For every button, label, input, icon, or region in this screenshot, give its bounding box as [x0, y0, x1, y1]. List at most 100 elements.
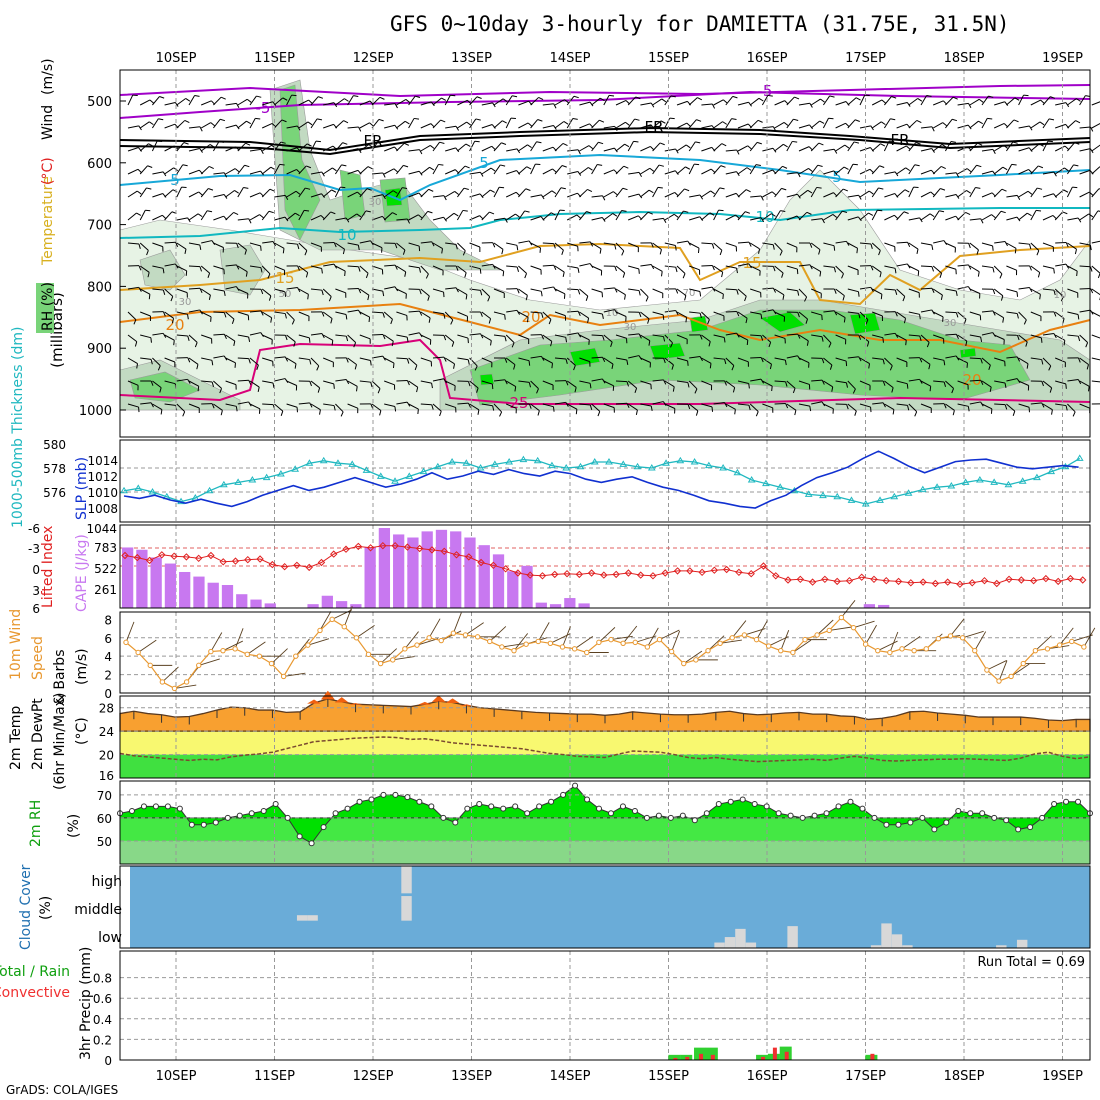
wind-barb-staff: [139, 143, 149, 152]
wind-barb-staff: [896, 263, 908, 267]
wind-barb-staff: [920, 169, 932, 175]
wind-barb-flag: [1074, 249, 1077, 255]
wind-barb-flag: [500, 164, 506, 167]
cape-tick-label: 522: [94, 562, 117, 576]
wind-barb-staff: [859, 334, 870, 343]
precip-legend-convective: Convective: [0, 985, 70, 1001]
wind-barb-staff: [1042, 265, 1054, 269]
cape-bar: [478, 545, 490, 608]
wind-barb-flag: [1085, 342, 1089, 348]
wind-barb-staff: [152, 193, 163, 198]
wind-barb-flag: [419, 149, 423, 155]
wind-barb-staff: [481, 189, 491, 198]
wind-barb-staff: [835, 166, 845, 175]
wind-barb-flag: [136, 190, 142, 195]
date-label-top: 16SEP: [747, 51, 788, 66]
wind-barb-flag: [926, 95, 932, 97]
wind-barb-flag: [868, 212, 874, 216]
wind-barb-staff: [1006, 216, 1018, 221]
wind-speed-point: [778, 647, 784, 654]
isotherm-label: 10: [755, 208, 774, 226]
wind-barb-flag: [284, 378, 289, 383]
wind-barb-flag: [645, 296, 649, 302]
wind-barb-flag: [806, 340, 809, 346]
wind-barb-staff: [591, 378, 603, 382]
wind-barb-staff: [554, 242, 564, 251]
thickness-point: [690, 458, 699, 465]
wind-speed-point: [753, 636, 760, 643]
wind-barb-staff: [810, 265, 821, 272]
wind-barb-staff: [591, 216, 603, 221]
wind-barb-staff: [469, 357, 478, 367]
wind-barb-staff: [493, 334, 505, 337]
wind-barb-staff: [384, 403, 396, 407]
wind-barb-staff: [603, 287, 615, 290]
wind-barb-staff: [323, 241, 335, 244]
date-label-top: 10SEP: [156, 51, 197, 66]
wind-barb-staff: [896, 311, 906, 319]
temperature-area: [119, 698, 1091, 732]
wind-barb-flag: [333, 405, 336, 411]
wind-barb-staff: [579, 380, 591, 384]
wind-barb-staff: [591, 403, 601, 412]
wind-barb-staff: [603, 95, 610, 106]
thickness-point: [1075, 454, 1084, 461]
wind-speed-point: [1069, 638, 1075, 645]
wind-barb-flag: [391, 341, 394, 347]
wind-barb-staff: [871, 187, 879, 198]
wind-barb-staff: [908, 164, 916, 175]
wind-barb-flag: [382, 312, 385, 318]
wind-barb-staff: [505, 334, 515, 344]
wind-barb-staff: [798, 311, 808, 320]
wind-barb-staff: [627, 118, 636, 129]
wind-barb-staff: [176, 120, 186, 129]
wind-barb-staff: [444, 95, 451, 106]
wind-barb-staff: [859, 357, 870, 364]
temperature-max-area: [417, 701, 432, 705]
wind-barb-staff: [518, 265, 527, 274]
wind-barb-staff: [445, 403, 456, 408]
wind-barb-staff: [640, 167, 651, 175]
thickness-point: [990, 478, 999, 485]
wind-speed-point: [208, 648, 214, 655]
wind-barb-staff: [1091, 188, 1100, 198]
wind-barb-flag: [1063, 340, 1066, 346]
wind-barb-staff: [249, 95, 257, 106]
wind-barb-staff: [225, 102, 237, 106]
wind-barb-staff: [1042, 357, 1052, 367]
rh-point: [308, 840, 315, 847]
wind-barb-staff: [1054, 288, 1064, 297]
cape-bar: [264, 603, 276, 608]
wind-barb-flag: [845, 122, 850, 128]
wind-barb-flag: [731, 365, 735, 371]
wind-speed-point: [535, 638, 541, 645]
wind-barb-staff: [1079, 357, 1089, 365]
wind-speed-point: [765, 643, 772, 649]
wind-barb-flag: [670, 95, 676, 98]
wind-barb-flag: [343, 120, 349, 124]
chart-title: GFS 0~10day 3-hourly for DAMIETTA (31.75…: [390, 12, 1010, 36]
wind-barb-staff: [1054, 334, 1066, 341]
rh-tick-label: 50: [97, 835, 112, 849]
lifted-index-point: [489, 561, 498, 570]
wind-barb-flag: [528, 403, 532, 409]
wind-barb-staff: [603, 334, 613, 343]
wind-barb-staff: [286, 357, 297, 365]
wind-barb-staff: [957, 102, 969, 106]
wind-barb-staff: [152, 171, 164, 175]
wind-barb-flag: [868, 190, 874, 195]
lifted-index-point: [956, 580, 964, 588]
wind-barb-staff: [676, 288, 687, 296]
wind-barb-flag: [586, 211, 592, 214]
wind-barb-flag: [722, 99, 728, 104]
wind-speed-point: [341, 624, 347, 630]
wind-barb-staff: [225, 168, 236, 175]
wind-barb-flag: [650, 102, 655, 108]
wind-barb-staff: [823, 265, 835, 268]
wind-barb-flag: [684, 188, 690, 192]
wind-barb-flag: [332, 145, 338, 150]
wind-barb-staff: [676, 166, 686, 175]
wind-barb-staff: [444, 334, 455, 343]
wind-barb-flag: [914, 164, 920, 167]
wind-barb-flag: [771, 191, 777, 196]
